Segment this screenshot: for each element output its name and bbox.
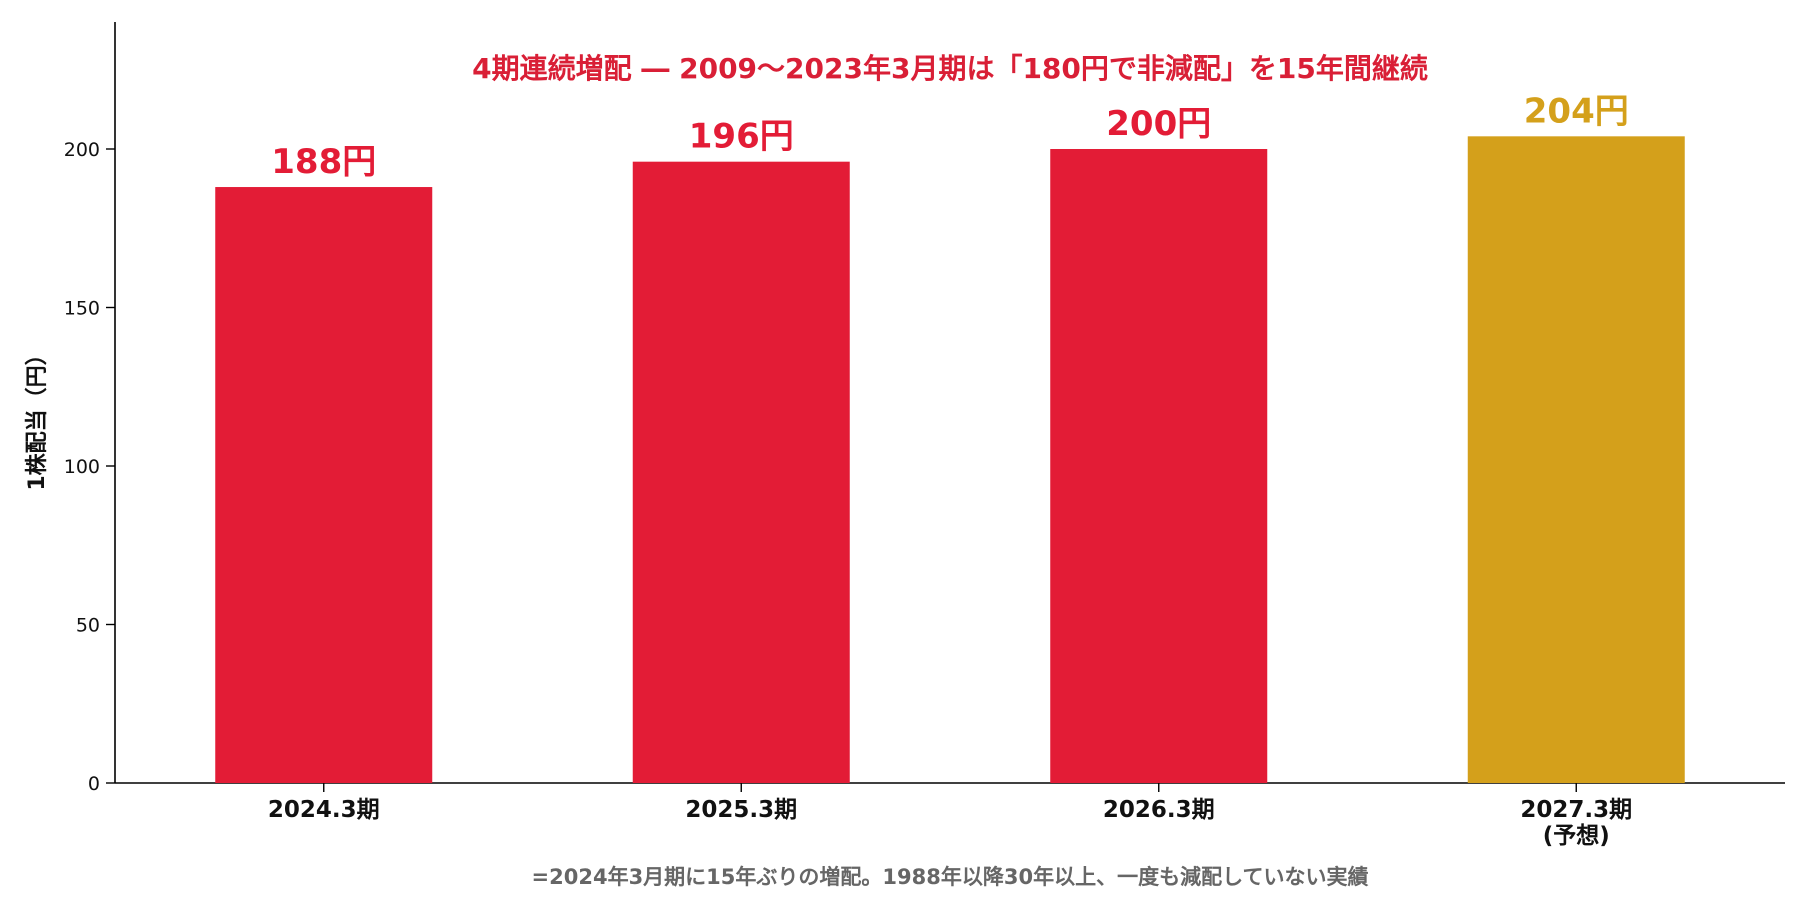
data-label: 200円 <box>1106 104 1211 144</box>
y-ticks: 0 50 100 150 200 <box>64 139 115 795</box>
y-tick-label: 200 <box>64 139 100 161</box>
bar <box>1467 136 1685 783</box>
x-tick-label: 2027.3期(予想) <box>1520 797 1632 849</box>
chart-annotation: 4期連続増配 ― 2009〜2023年3月期は「180円で非減配」を15年間継続 <box>472 52 1428 85</box>
y-tick-label: 100 <box>64 456 100 478</box>
x-tick-label: 2024.3期 <box>268 797 380 823</box>
data-label: 204円 <box>1524 91 1629 131</box>
y-axis-label: 1株配当（円） <box>25 343 50 490</box>
chart-footnote: =2024年3月期に15年ぶりの増配。1988年以降30年以上、一度も減配してい… <box>532 865 1369 889</box>
y-tick-label: 150 <box>64 298 100 320</box>
bar <box>1050 149 1268 783</box>
x-ticks: 2024.3期 2025.3期 2026.3期 2027.3期(予想) <box>268 783 1632 849</box>
x-tick-label: 2026.3期 <box>1103 797 1215 823</box>
y-tick-label: 50 <box>76 615 100 637</box>
data-label: 188円 <box>271 142 376 182</box>
x-tick-label: 2025.3期 <box>685 797 797 823</box>
y-tick-label: 0 <box>88 773 100 795</box>
data-labels: 188円 196円 200円 204円 <box>271 91 1628 182</box>
bar <box>215 187 433 784</box>
data-label: 196円 <box>689 117 794 157</box>
bar <box>632 161 850 783</box>
bars <box>215 136 1685 784</box>
